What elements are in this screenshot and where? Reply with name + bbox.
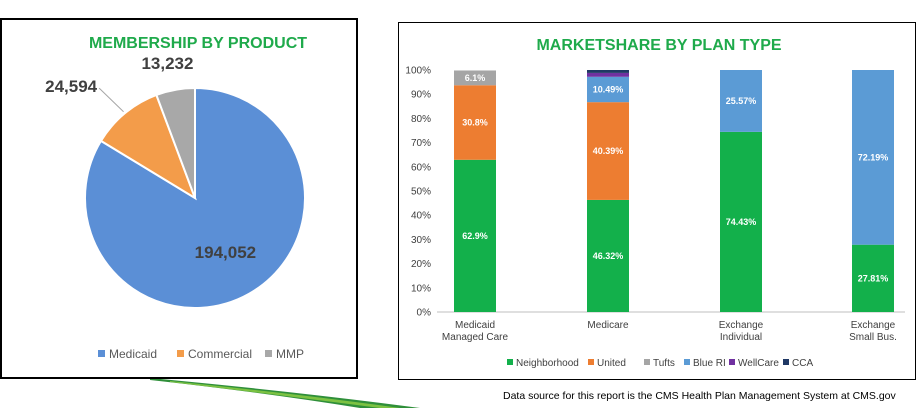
y-tick-label: 30%	[411, 235, 431, 246]
pie-legend-item: Commercial	[177, 347, 252, 361]
y-tick-label: 50%	[411, 187, 431, 198]
legend-swatch	[507, 359, 513, 365]
bar-segment-neighborhood	[587, 199, 629, 312]
bar-data-label: 10.49%	[593, 84, 624, 94]
legend-label: United	[597, 358, 626, 369]
bar-legend-item: Blue RI	[684, 358, 726, 369]
bar-chart-title: MARKETSHARE BY PLAN TYPE	[536, 37, 781, 54]
bar-segment-neighborhood	[852, 244, 894, 312]
legend-swatch	[783, 359, 789, 365]
bar-segment-wellcare	[587, 72, 629, 77]
membership-pie-chart: MEMBERSHIP BY PRODUCT 194,052 24,594 13,23…	[45, 35, 307, 361]
x-category-label: Individual	[720, 332, 762, 343]
y-tick-label: 20%	[411, 259, 431, 270]
bar-data-label: 74.43%	[726, 217, 757, 227]
y-tick-label: 90%	[411, 90, 431, 101]
bar-data-label: 30.8%	[462, 118, 488, 128]
membership-pie-panel: MEMBERSHIP BY PRODUCT 194,052 24,594 13,23…	[0, 18, 358, 379]
legend-swatch	[265, 350, 272, 357]
bar-segment-tufts	[454, 70, 496, 86]
legend-label: Tufts	[653, 358, 675, 369]
legend-swatch	[644, 359, 650, 365]
x-category-label: Medicaid	[455, 320, 495, 331]
bar-data-label: 46.32%	[593, 251, 624, 261]
bar-data-label: 6.1%	[465, 73, 486, 83]
pie-data-label: 13,232	[141, 54, 193, 73]
bar-segment-blue-ri	[852, 70, 894, 245]
bar-segment-neighborhood	[720, 131, 762, 312]
legend-label: Neighborhood	[516, 358, 579, 369]
y-tick-label: 80%	[411, 114, 431, 125]
pie-slice-mmp	[155, 86, 196, 199]
bar-legend-item: Neighborhood	[507, 358, 579, 369]
legend-label: CCA	[792, 358, 813, 369]
bar-data-label: 27.81%	[858, 273, 889, 283]
x-category-label: Exchange	[851, 320, 896, 331]
y-tick-label: 0%	[417, 308, 432, 319]
pie-leader-line	[98, 87, 124, 113]
x-category-label: Managed Care	[442, 332, 509, 343]
y-tick-label: 100%	[405, 66, 431, 77]
legend-swatch	[729, 359, 735, 365]
y-tick-label: 40%	[411, 211, 431, 222]
pie-slice-commercial	[99, 93, 197, 201]
marketshare-bar-panel: MARKETSHARE BY PLAN TYPE 0% 10% 20% 30% 40% 5…	[398, 22, 916, 380]
bar-legend-item: Tufts	[644, 358, 675, 369]
bar-segment-cca	[587, 70, 629, 73]
legend-swatch	[684, 359, 690, 365]
pie-legend-item: Medicaid	[98, 347, 157, 361]
y-tick-label: 70%	[411, 138, 431, 149]
legend-swatch	[98, 350, 105, 357]
bar-segment-blue-ri	[720, 70, 762, 132]
bar-data-label: 72.19%	[858, 152, 889, 162]
bar-legend-item: CCA	[783, 358, 813, 369]
pie-chart-title: MEMBERSHIP BY PRODUCT	[89, 35, 307, 52]
pie-data-label: 24,594	[45, 77, 98, 96]
legend-label: Medicaid	[109, 347, 157, 361]
legend-label: MMP	[276, 347, 304, 361]
bar-segment-united	[454, 85, 496, 160]
x-category-label: Medicare	[587, 320, 629, 331]
y-tick-label: 60%	[411, 162, 431, 173]
legend-label: Commercial	[188, 347, 252, 361]
x-category-label: Small Bus.	[849, 332, 897, 343]
bar-segment-united	[587, 102, 629, 200]
y-tick-label: 10%	[411, 283, 431, 294]
marketshare-stacked-bar-chart: MARKETSHARE BY PLAN TYPE 0% 10% 20% 30% 40% 5…	[405, 37, 905, 369]
bar-legend-item: WellCare	[729, 358, 779, 369]
bar-data-label: 40.39%	[593, 146, 624, 156]
legend-label: WellCare	[738, 358, 779, 369]
pie-legend-item: MMP	[265, 347, 304, 361]
bar-data-label: 62.9%	[462, 231, 488, 241]
bar-legend-item: United	[588, 358, 626, 369]
legend-label: Blue RI	[693, 358, 726, 369]
bar-data-label: 25.57%	[726, 96, 757, 106]
legend-swatch	[588, 359, 594, 365]
legend-swatch	[177, 350, 184, 357]
data-source-note: Data source for this report is the CMS H…	[503, 390, 896, 402]
bar-segment-blue-ri	[587, 76, 629, 103]
bar-segment-neighborhood	[454, 159, 496, 312]
pie-data-label: 194,052	[195, 243, 256, 262]
x-category-label: Exchange	[719, 320, 764, 331]
